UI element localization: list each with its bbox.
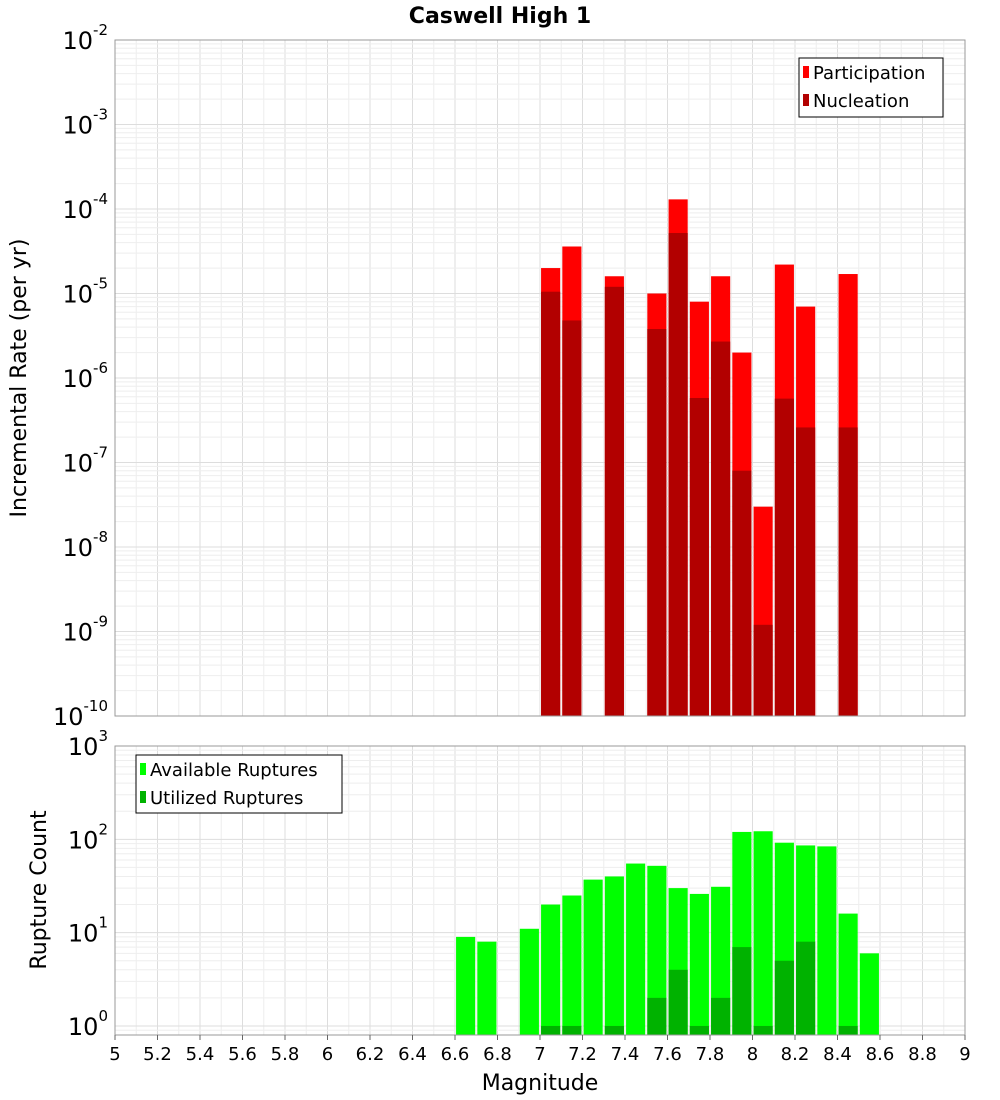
utilized-ruptures-bar [541,1025,561,1035]
x-tick-label: 5.2 [143,1044,172,1065]
x-tick-label: 7.6 [653,1044,682,1065]
x-tick-label: 8 [747,1044,758,1065]
utilized-ruptures-bar [647,997,667,1035]
nucleation-legend-swatch [803,94,809,106]
x-tick-label: 8.2 [781,1044,810,1065]
nucleation-bar [796,427,816,716]
rate-y-tick-label: 10-9 [62,613,108,647]
nucleation-bar [604,286,624,716]
utilized-ruptures-bar [774,960,794,1035]
utilized-ruptures-bar [562,1025,582,1035]
rate-y-ticks: 10-10 10-9 10-8 10-7 10-6 10-5 10-4 10-3 10-2 [53,21,108,731]
rate-plot-frame [114,39,966,717]
nucleation-bar [541,291,561,716]
available-ruptures-bar [626,863,646,1035]
x-tick-label: 6.6 [441,1044,470,1065]
count-legend: Available Ruptures Utilized Ruptures [135,754,343,814]
nucleation-bar [774,398,794,716]
nucleation-bar [562,320,582,716]
count-y-ticks: 100 101 102 103 [68,727,108,1041]
x-tick-label: 6.8 [483,1044,512,1065]
utilized-legend-swatch [140,791,146,803]
participation-legend-swatch [803,66,809,78]
x-axis-label: Magnitude [482,1071,599,1096]
x-tick-label: 8.8 [908,1044,937,1065]
available-legend-swatch [140,763,146,775]
count-legend-box [135,754,343,814]
available-ruptures-bar [583,879,603,1035]
rate-y-tick-label: 10-2 [62,21,108,55]
x-tick-label: 6 [322,1044,333,1065]
utilized-ruptures-bar [668,969,688,1035]
rate-y-tick-label: 10-6 [62,359,108,393]
rate-y-axis-label: Incremental Rate (per yr) [7,239,32,518]
x-tick-label: 7.2 [568,1044,597,1065]
x-tick-label: 7 [534,1044,545,1065]
utilized-ruptures-bar [838,1025,858,1035]
count-y-tick-label: 101 [68,914,108,948]
rate-legend: Participation Nucleation [798,57,944,118]
utilized-ruptures-bar [796,941,816,1035]
nucleation-bar [668,232,688,716]
rate-legend-box [798,57,944,118]
rate-grid [114,39,966,717]
count-y-tick-label: 103 [68,727,108,761]
available-ruptures-bar [647,865,667,1035]
utilized-ruptures-bar [732,947,752,1035]
rate-y-tick-label: 10-10 [53,697,108,731]
available-ruptures-bar [456,936,476,1035]
count-y-tick-label: 100 [68,1007,108,1041]
nucleation-bar [838,427,858,716]
x-tick-label: 8.6 [866,1044,895,1065]
available-ruptures-bar [753,831,773,1035]
rate-y-tick-label: 10-3 [62,106,108,140]
x-tick-label: 6.2 [356,1044,385,1065]
utilized-ruptures-bar [689,1025,709,1035]
available-ruptures-bar [689,893,709,1035]
x-tick-label: 5.4 [186,1044,215,1065]
available-ruptures-bar [817,846,837,1035]
available-ruptures-bar [519,928,539,1035]
x-tick-label: 6.4 [398,1044,427,1065]
x-tick-label: 5.6 [228,1044,257,1065]
available-ruptures-bar [604,876,624,1035]
rate-panel: 10-10 10-9 10-8 10-7 10-6 10-5 10-4 10-3 10-2 Pa… [7,21,966,731]
utilized-legend-label: Utilized Ruptures [150,788,303,809]
nucleation-bar [689,397,709,716]
rate-y-tick-label: 10-4 [62,190,108,224]
x-tick-label: 7.8 [696,1044,725,1065]
available-ruptures-bar [838,913,858,1035]
nucleation-bar [711,341,731,716]
x-ticks: 5 5.2 5.4 5.6 5.8 6 6.2 6.4 6.6 6.8 7 7.2 7.4 7.6 7.8 8… [109,1035,971,1065]
nucleation-bar [732,470,752,716]
utilized-ruptures-bar [604,1025,624,1035]
rate-y-tick-label: 10-8 [62,528,108,562]
count-bars [456,831,879,1035]
count-panel: 100 101 102 103 5 5.2 5.4 5.6 5.8 6 6.2 6.4 6.6 6.8 7… [27,727,971,1096]
count-y-tick-label: 102 [68,820,108,854]
utilized-ruptures-bar [711,997,731,1035]
participation-legend-label: Participation [813,63,925,84]
rate-y-tick-label: 10-7 [62,444,108,478]
x-tick-label: 5.8 [271,1044,300,1065]
rate-y-tick-label: 10-5 [62,275,108,309]
available-ruptures-bar [477,941,497,1035]
available-legend-label: Available Ruptures [150,760,318,781]
available-ruptures-bar [562,895,582,1035]
chart-title: Caswell High 1 [409,4,591,29]
available-ruptures-bar [541,904,561,1035]
rate-bars [541,199,858,717]
x-tick-label: 5 [109,1044,120,1065]
count-y-axis-label: Rupture Count [27,810,52,970]
available-ruptures-bar [859,953,879,1035]
x-tick-label: 7.4 [611,1044,640,1065]
nucleation-bar [753,624,773,716]
utilized-ruptures-bar [753,1025,773,1035]
nucleation-legend-label: Nucleation [813,91,909,112]
x-tick-label: 9 [959,1044,970,1065]
x-tick-label: 8.4 [823,1044,852,1065]
nucleation-bar [647,329,667,716]
